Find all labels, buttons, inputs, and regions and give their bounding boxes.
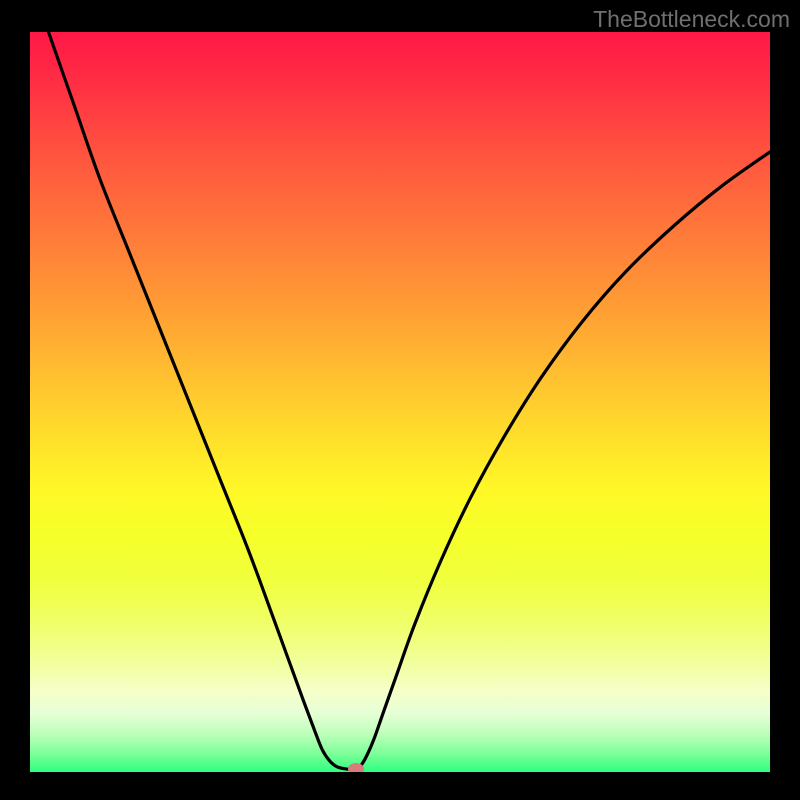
bottleneck-curve [49, 32, 771, 769]
curve-svg [30, 32, 770, 772]
minimum-marker [348, 763, 364, 772]
plot-area [30, 32, 770, 772]
watermark-text: TheBottleneck.com [593, 6, 790, 33]
chart-container: TheBottleneck.com [0, 0, 800, 800]
